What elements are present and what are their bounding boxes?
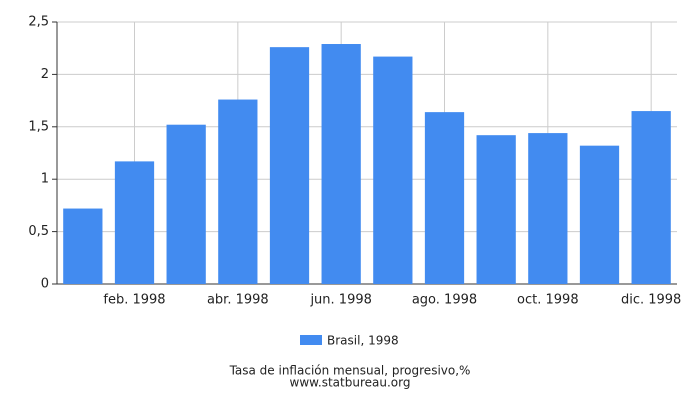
bar <box>579 145 620 284</box>
bar <box>373 56 413 284</box>
y-tick-label: 2 <box>41 67 49 82</box>
x-tick-label: abr. 1998 <box>207 293 269 308</box>
y-tick-label: 0,5 <box>28 224 49 239</box>
bar <box>166 124 206 284</box>
y-tick-label: 1 <box>41 172 49 187</box>
bar <box>424 112 465 285</box>
legend-label: Brasil, 1998 <box>327 334 399 348</box>
x-tick-label: oct. 1998 <box>517 293 579 308</box>
chart-title: Tasa de inflación mensual, progresivo,% <box>229 364 471 378</box>
x-tick-label: dic. 1998 <box>621 293 681 308</box>
bar <box>218 99 258 284</box>
bar <box>269 47 310 284</box>
bar <box>476 135 516 284</box>
bar <box>114 161 155 284</box>
y-tick-label: 0 <box>41 277 49 292</box>
y-tick-label: 1,5 <box>28 119 49 134</box>
legend-swatch <box>300 335 322 345</box>
bar <box>63 208 103 284</box>
source: www.statbureau.org <box>290 376 411 390</box>
y-tick-label: 2,5 <box>28 15 49 30</box>
bar <box>321 44 361 285</box>
bar <box>631 111 671 284</box>
x-tick-label: jun. 1998 <box>309 293 371 308</box>
bar <box>528 133 568 284</box>
x-tick-label: ago. 1998 <box>412 293 477 308</box>
x-tick-label: feb. 1998 <box>103 293 165 308</box>
